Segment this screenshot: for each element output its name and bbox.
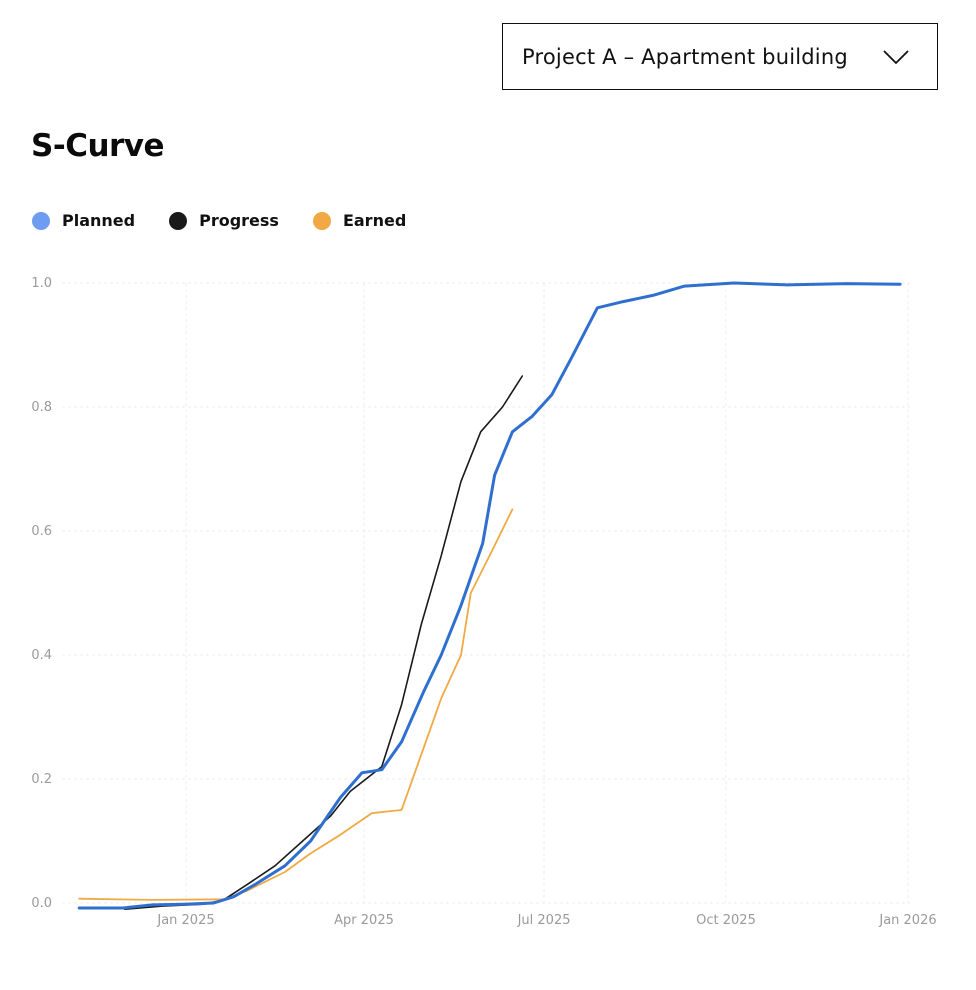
legend-dot-earned xyxy=(312,211,331,230)
legend-item-planned[interactable]: Planned xyxy=(32,211,135,230)
legend-item-earned[interactable]: Earned xyxy=(312,211,407,230)
x-tick-label: Apr 2025 xyxy=(334,913,394,928)
chevron-down-icon xyxy=(883,49,909,64)
legend-item-progress[interactable]: Progress xyxy=(169,211,279,230)
legend-label-planned: Planned xyxy=(62,211,136,230)
legend-label-progress: Progress xyxy=(199,211,279,230)
s-curve-chart: 0.0 0.2 0.4 0.6 0.8 1.0 Jan 2025 Apr 2025 Jul 20… xyxy=(31,276,936,928)
series-line-earned xyxy=(78,508,514,901)
project-select-value: Project A – Apartment building xyxy=(522,44,848,69)
series-line-planned xyxy=(77,281,902,910)
legend-dot-planned xyxy=(32,211,50,230)
project-select[interactable]: Project A – Apartment building xyxy=(502,23,938,90)
chart-legend: Planned Progress Earned xyxy=(32,211,440,230)
x-tick-label: Jul 2025 xyxy=(517,913,571,928)
x-tick-label: Jan 2026 xyxy=(878,913,936,928)
chart-title: S-Curve xyxy=(31,128,165,164)
x-tick-label: Jan 2025 xyxy=(156,913,214,928)
legend-dot-progress xyxy=(169,211,188,230)
y-tick-label: 0.4 xyxy=(31,648,52,663)
x-tick-label: Oct 2025 xyxy=(696,913,756,928)
y-tick-label: 0.8 xyxy=(31,400,52,415)
y-tick-label: 0.0 xyxy=(31,896,52,911)
y-tick-label: 0.6 xyxy=(31,524,52,539)
legend-label-earned: Earned xyxy=(342,211,407,230)
y-tick-label: 1.0 xyxy=(31,276,52,291)
y-tick-label: 0.2 xyxy=(31,772,52,787)
